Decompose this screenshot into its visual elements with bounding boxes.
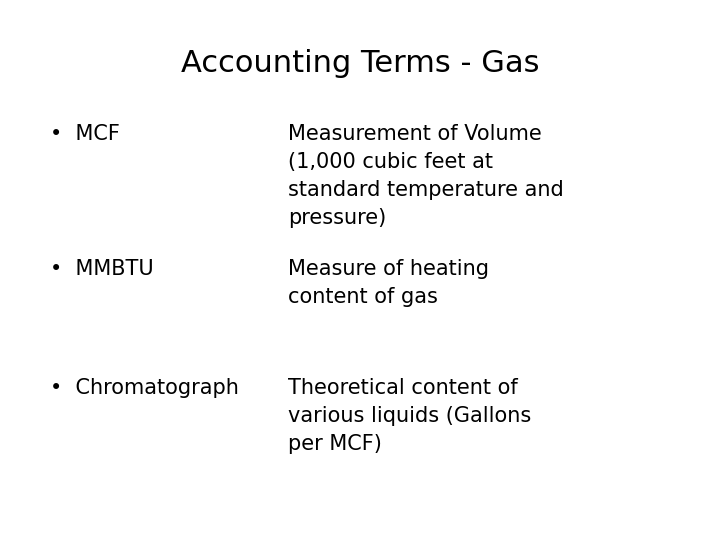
Text: •  MCF: • MCF — [50, 124, 120, 144]
Text: Accounting Terms - Gas: Accounting Terms - Gas — [181, 49, 539, 78]
Text: Measure of heating
content of gas: Measure of heating content of gas — [288, 259, 489, 307]
Text: •  MMBTU: • MMBTU — [50, 259, 154, 279]
Text: Measurement of Volume
(1,000 cubic feet at
standard temperature and
pressure): Measurement of Volume (1,000 cubic feet … — [288, 124, 564, 228]
Text: •  Chromatograph: • Chromatograph — [50, 378, 239, 398]
Text: Theoretical content of
various liquids (Gallons
per MCF): Theoretical content of various liquids (… — [288, 378, 531, 454]
